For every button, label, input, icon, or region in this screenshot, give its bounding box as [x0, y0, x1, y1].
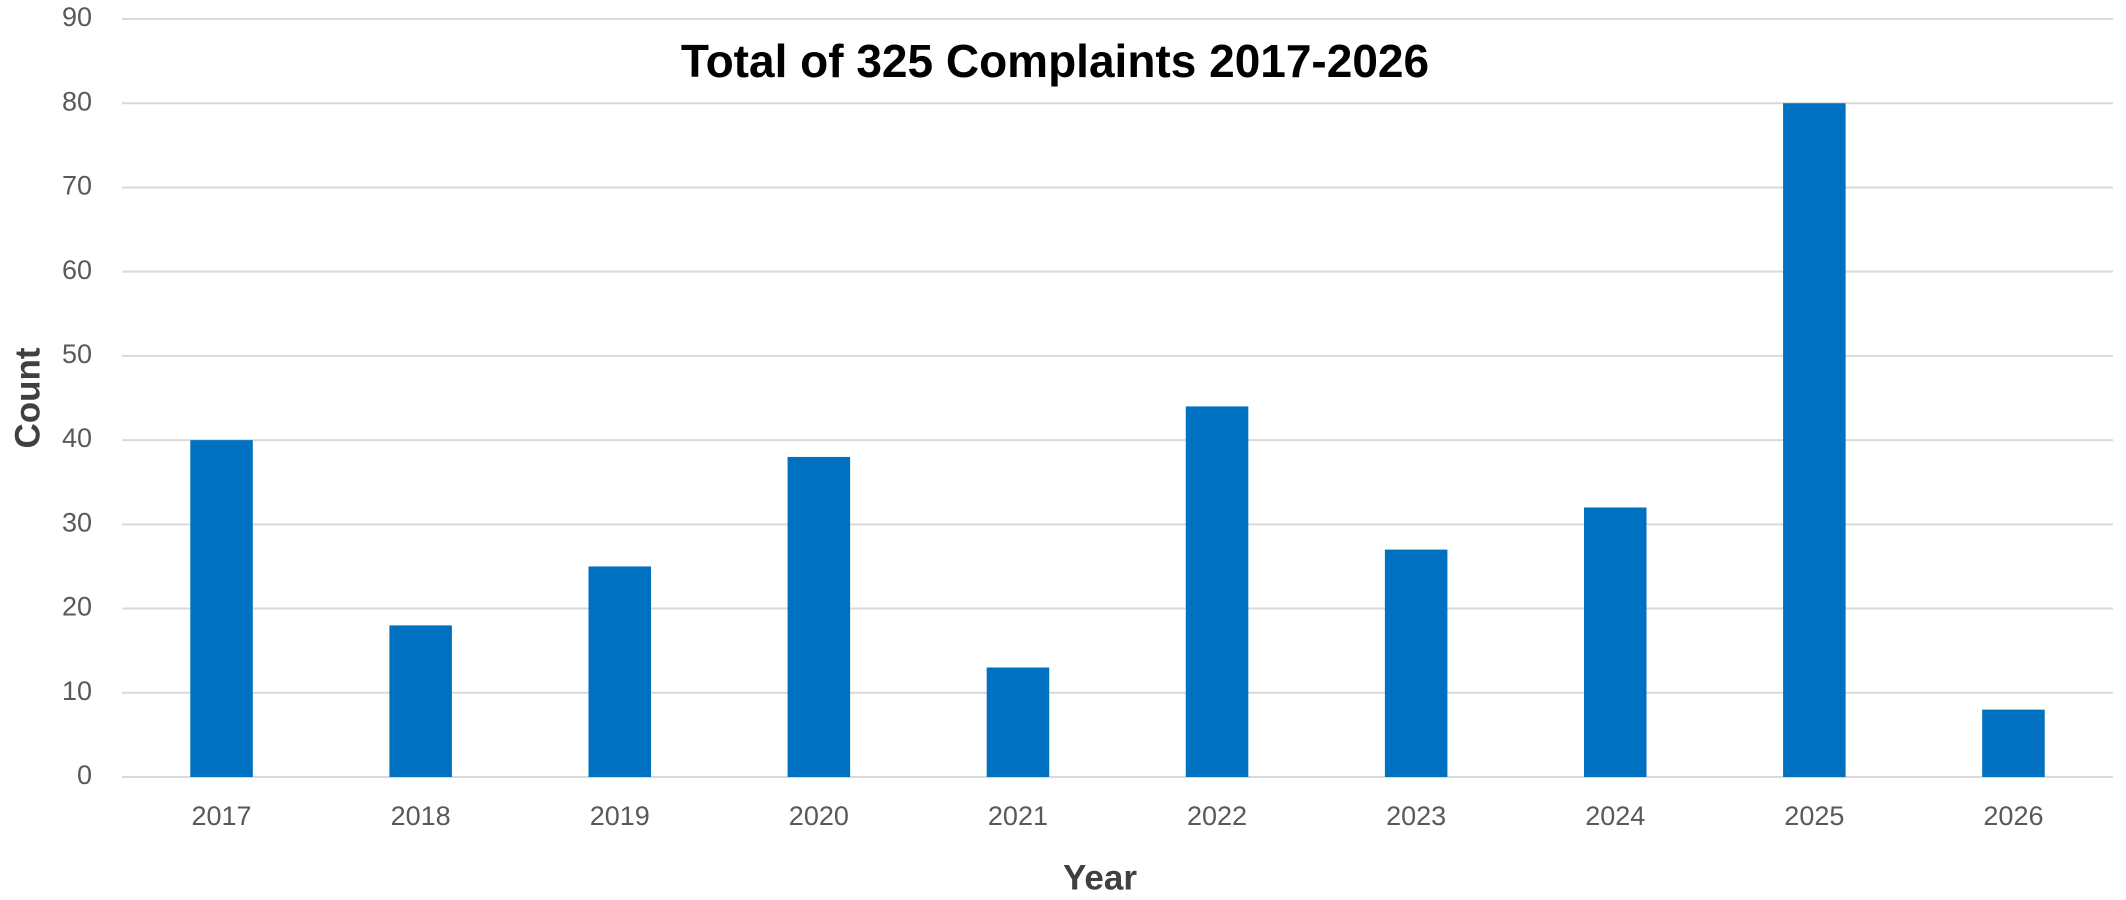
bar	[389, 625, 452, 777]
bar	[1583, 507, 1647, 777]
y-tick-label: 80	[62, 86, 92, 116]
bar	[190, 440, 253, 777]
y-tick-label: 40	[62, 423, 92, 453]
y-tick-label: 90	[62, 2, 92, 32]
x-tick-label: 2020	[789, 801, 849, 831]
x-tick-label: 2025	[1784, 801, 1844, 831]
bar	[1384, 549, 1448, 777]
y-tick-label: 60	[62, 255, 92, 285]
bar	[1982, 709, 2045, 777]
y-axis-title: Count	[8, 347, 47, 448]
x-axis-title: Year	[1063, 858, 1137, 897]
bar	[1185, 406, 1249, 777]
x-tick-label: 2017	[192, 801, 252, 831]
y-tick-label: 10	[62, 676, 92, 706]
x-tick-label: 2021	[988, 801, 1048, 831]
chart-title: Total of 325 Complaints 2017-2026	[681, 35, 1429, 87]
y-tick-label: 0	[77, 760, 92, 790]
bar	[1783, 103, 1846, 777]
y-tick-label: 20	[62, 592, 92, 622]
y-tick-label: 30	[62, 507, 92, 537]
x-tick-label: 2022	[1187, 801, 1247, 831]
x-tick-label: 2019	[590, 801, 650, 831]
y-tick-label: 50	[62, 339, 92, 369]
bar	[787, 456, 851, 777]
bar	[986, 667, 1050, 777]
y-tick-label: 70	[62, 171, 92, 201]
x-tick-label: 2023	[1386, 801, 1446, 831]
x-tick-label: 2024	[1585, 801, 1645, 831]
x-tick-label: 2026	[1983, 801, 2043, 831]
bar	[588, 566, 652, 777]
x-tick-label: 2018	[391, 801, 451, 831]
